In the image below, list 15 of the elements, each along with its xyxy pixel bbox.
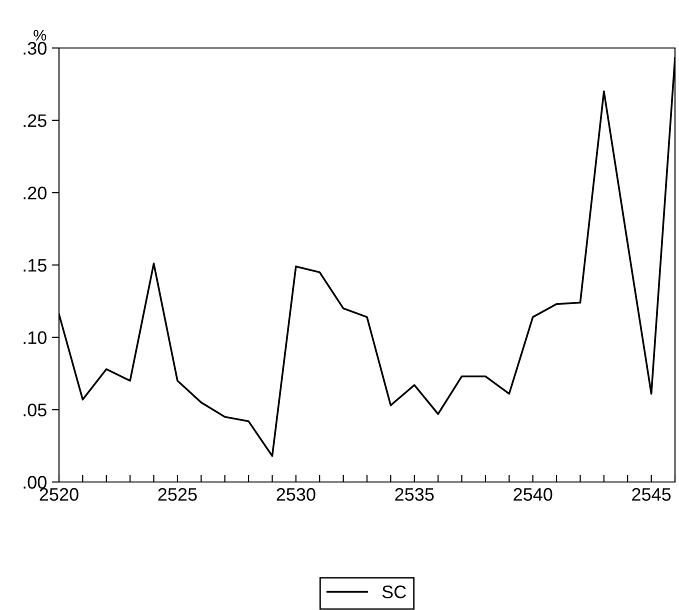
x-tick-label: 2525: [158, 488, 197, 501]
x-tick-label: 2540: [514, 488, 552, 501]
y-tick-label: .00: [24, 476, 46, 489]
legend-label: SC: [382, 586, 406, 598]
x-tick-label: 2530: [276, 488, 316, 501]
x-tick-label: 2520: [40, 488, 78, 501]
y-tick-label: .10: [24, 331, 46, 344]
y-axis-title: %: [34, 30, 46, 41]
y-tick-label: .20: [24, 186, 46, 200]
y-tick-label: .05: [24, 404, 46, 416]
x-tick-label: 2545: [632, 488, 671, 501]
y-tick-label: .15: [24, 259, 46, 272]
y-tick-label: .30: [24, 42, 46, 55]
x-tick-label: 2535: [395, 488, 434, 501]
y-tick-label: .25: [24, 114, 46, 128]
